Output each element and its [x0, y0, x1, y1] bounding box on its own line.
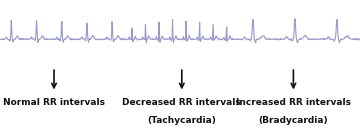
Text: (Tachycardia): (Tachycardia) — [147, 116, 216, 125]
Text: Increased RR intervals: Increased RR intervals — [236, 98, 351, 107]
Text: Decreased RR intervals: Decreased RR intervals — [122, 98, 241, 107]
Text: (Bradycardia): (Bradycardia) — [258, 116, 328, 125]
Text: Normal RR intervals: Normal RR intervals — [3, 98, 105, 107]
